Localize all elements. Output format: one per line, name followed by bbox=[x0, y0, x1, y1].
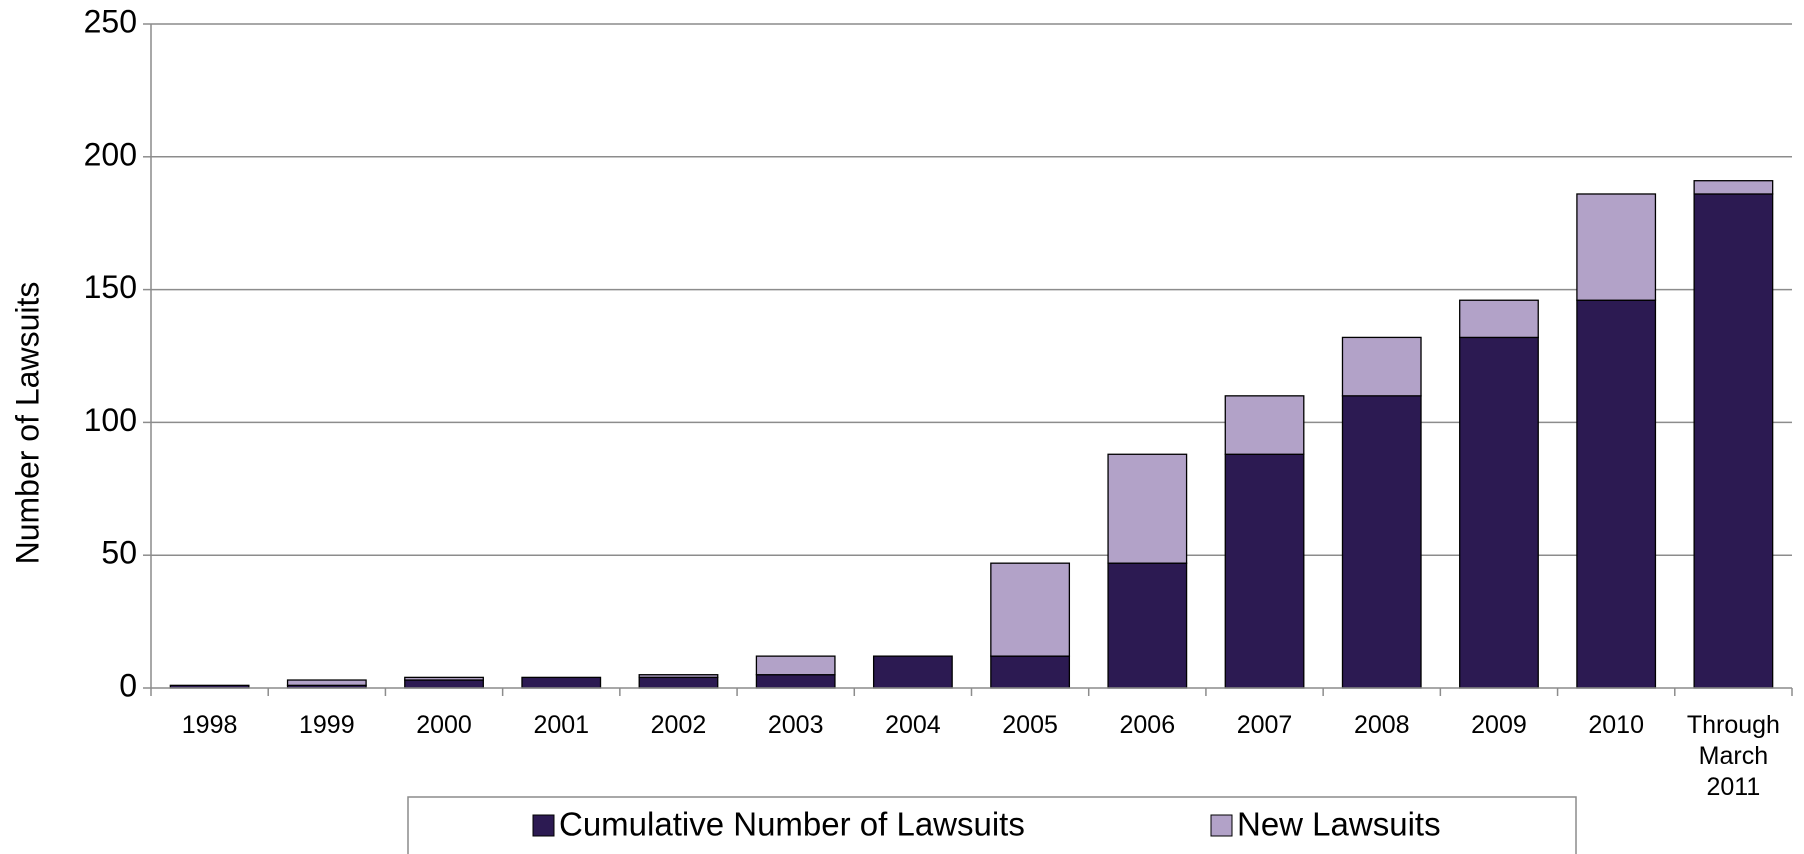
bar-segment bbox=[404, 679, 484, 689]
bar-segment bbox=[1107, 453, 1188, 564]
bar-segment bbox=[755, 674, 836, 689]
bar-segment bbox=[1693, 180, 1774, 195]
bar-segment bbox=[1224, 395, 1305, 455]
x-tick-label: 1998 bbox=[181, 711, 238, 739]
legend-label: New Lawsuits bbox=[1237, 806, 1441, 843]
x-tick-label: 2000 bbox=[416, 711, 472, 739]
bar-segment bbox=[404, 676, 484, 681]
bar-segment bbox=[1576, 193, 1657, 301]
bar-segment bbox=[521, 676, 602, 689]
bar-segment bbox=[990, 562, 1071, 657]
legend-box bbox=[407, 796, 1577, 854]
x-tick-label: 1999 bbox=[299, 711, 355, 739]
x-tick-label: 2004 bbox=[885, 711, 941, 739]
bar-segment bbox=[1224, 453, 1305, 689]
bar-segment bbox=[286, 679, 367, 686]
bar-segment bbox=[1459, 336, 1539, 689]
x-tick-label: Through March 2011 bbox=[1686, 711, 1780, 801]
x-tick-label: 2002 bbox=[650, 711, 707, 739]
bar-segment bbox=[1341, 395, 1422, 689]
y-tick-label: 150 bbox=[84, 269, 137, 305]
x-tick-label: 2010 bbox=[1588, 711, 1644, 739]
x-tick-label: 2007 bbox=[1236, 711, 1293, 739]
x-tick-label: 2006 bbox=[1119, 711, 1176, 739]
bar-segment bbox=[638, 676, 719, 689]
bar-segment bbox=[1107, 562, 1188, 689]
x-tick-label: 2003 bbox=[767, 711, 824, 739]
y-axis-title: Number of Lawsuits bbox=[9, 282, 45, 565]
bar-segment bbox=[1459, 299, 1539, 339]
y-tick-label: 250 bbox=[84, 3, 137, 39]
x-tick-label: 2001 bbox=[533, 711, 590, 739]
legend-swatch bbox=[1210, 814, 1233, 837]
x-tick-label: 2005 bbox=[1002, 711, 1058, 739]
x-tick-label: 2008 bbox=[1353, 711, 1410, 739]
bar-segment bbox=[990, 655, 1071, 689]
bar-segment bbox=[872, 655, 953, 689]
bar-segment bbox=[1576, 299, 1657, 689]
bar-segment bbox=[755, 655, 836, 676]
bar-segment bbox=[638, 674, 719, 679]
bar-segment bbox=[1341, 336, 1422, 397]
legend-swatch bbox=[532, 814, 555, 837]
x-tick-label: 2009 bbox=[1471, 711, 1527, 739]
legend-label: Cumulative Number of Lawsuits bbox=[559, 806, 1025, 843]
bar-segment bbox=[1693, 193, 1774, 689]
y-tick-label: 50 bbox=[101, 535, 137, 571]
y-tick-label: 200 bbox=[84, 136, 137, 172]
y-tick-label: 0 bbox=[119, 667, 137, 703]
y-tick-label: 100 bbox=[84, 402, 137, 438]
